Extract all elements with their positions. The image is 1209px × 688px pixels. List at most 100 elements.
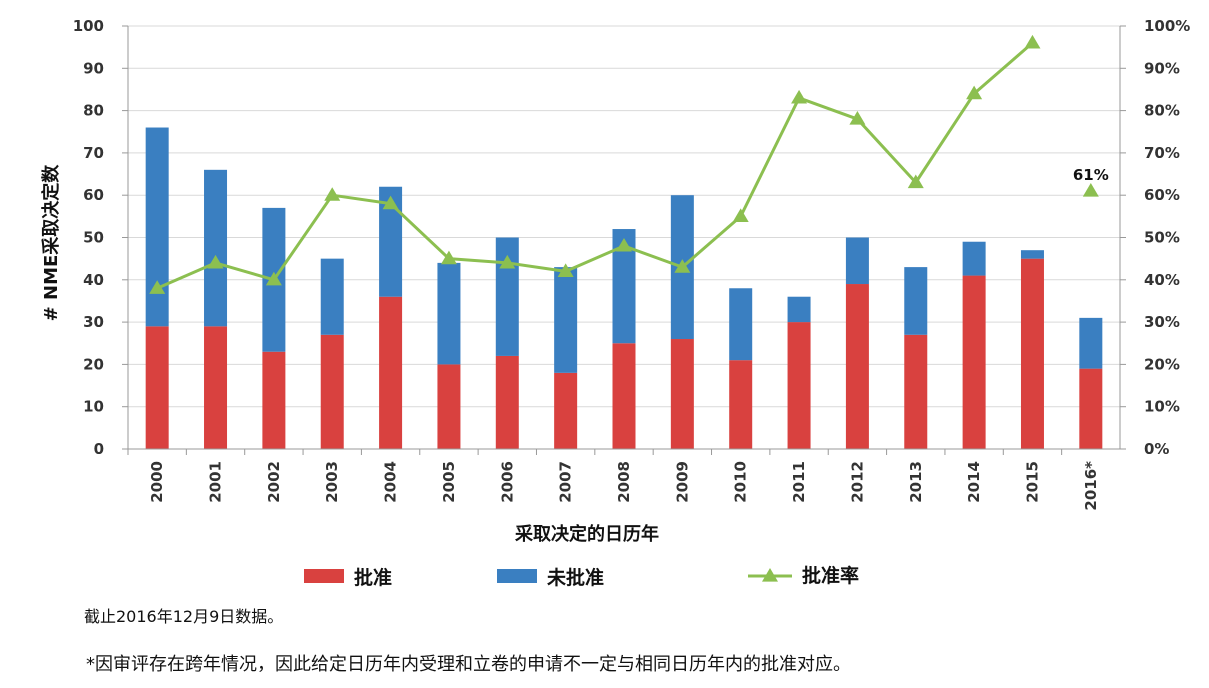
approval-rate-marker [149,280,166,294]
approval-rate-path [156,41,1034,290]
bar-approved [1079,368,1103,449]
bar-not-approved [437,262,461,365]
approval-rate-marker [1082,182,1099,197]
approval-rate-marker [207,254,224,269]
approval-rate-marker [499,254,516,269]
approval-rate-marker [791,89,808,104]
bars [145,127,1103,449]
approval-rate-line [149,34,1099,294]
x-axis-ticks: 2000 2001 2002 2003 2004 2005 2006 2007 2008 2009… [148,461,1100,511]
footnote: *因审评存在跨年情况，因此给定日历年内受理和立卷的申请不一定与相同日历年内的批准… [86,654,851,675]
y-tick-label: 60 [83,186,104,204]
bar-approved [437,364,461,449]
y2-tick-label: 90% [1144,59,1180,77]
legend-label-approved: 批准 [354,567,392,589]
data-label-2016: 61% [1073,166,1109,184]
legend: 批准 未批准 批准率 [304,564,859,589]
approval-rate-marker [1024,34,1041,49]
bar-not-approved [904,267,928,335]
y2-tick-label: 30% [1144,313,1180,331]
x-tick-label: 2004 [382,461,400,503]
approval-rate-marker [265,271,282,286]
y-tick-label: 90 [83,59,104,77]
y2-tick-label: 0% [1144,440,1169,458]
y-tick-label: 100 [73,17,104,35]
bar-not-approved [729,288,753,361]
x-tick-label: 2007 [557,461,575,503]
annotations: 61% [1073,166,1109,184]
data-cutoff-note: 截止2016年12月9日数据。 [84,607,284,626]
x-tick-label: 2011 [790,461,808,503]
y-axis-title: # NME采取决定数 [40,164,62,322]
legend-swatch-not-approved [497,569,537,583]
bar-not-approved [962,241,986,276]
x-tick-label: 2016* [1082,461,1100,511]
legend-label-not-approved: 未批准 [546,566,604,589]
left-axis-ticks: 0 10 20 30 40 50 60 70 80 90 100 [73,17,104,458]
legend-label-rate: 批准率 [802,564,859,587]
approval-rate-marker [616,237,632,252]
bar-approved [495,355,519,449]
approval-rate-marker [382,195,399,210]
chart: 0 10 20 30 40 50 60 70 80 90 100 0% 10% 20% 30% 40% 50%… [40,17,1190,589]
x-tick-label: 2010 [732,461,750,503]
y2-tick-label: 70% [1144,144,1180,162]
y2-tick-label: 40% [1144,271,1180,289]
bar-approved [1020,258,1044,449]
x-tick-label: 2006 [498,461,516,503]
bar-approved [204,326,228,449]
x-tick-label: 2008 [615,461,633,503]
y-tick-label: 20 [83,355,104,373]
y2-tick-label: 20% [1144,355,1180,373]
x-tick-label: 2001 [207,461,225,503]
y-tick-label: 80 [83,102,104,120]
y-tick-label: 10 [83,398,104,416]
bar-approved [262,351,286,449]
bar-approved [145,326,169,449]
x-tick-label: 2015 [1023,461,1041,503]
y2-tick-label: 100% [1144,17,1190,35]
bar-not-approved [320,258,344,335]
y2-tick-label: 60% [1144,186,1180,204]
y2-tick-label: 10% [1144,398,1180,416]
bar-approved [379,296,403,449]
approval-rate-marker [907,174,924,189]
bar-approved [670,339,694,449]
x-axis-title: 采取决定的日历年 [514,523,659,545]
y-tick-label: 30 [83,313,104,331]
bar-not-approved [379,186,403,297]
x-tick-label: 2000 [148,461,166,503]
bar-approved [904,334,928,449]
approval-rate-marker [324,187,341,201]
legend-marker-rate [762,568,778,582]
x-tick-label: 2012 [848,461,866,503]
bar-not-approved [554,267,578,373]
bar-approved [729,360,753,449]
x-tick-label: 2014 [965,461,983,503]
bar-not-approved [145,127,169,327]
approval-rate-marker [732,208,749,222]
approval-rate-marker [440,250,457,265]
legend-swatch-approved [304,569,344,583]
right-axis-ticks: 0% 10% 20% 30% 40% 50% 60% 70% 80% 90% 100% [1144,17,1190,458]
bar-approved [554,372,578,449]
y2-tick-label: 80% [1144,102,1180,120]
bar-not-approved [845,237,869,285]
y-tick-label: 70 [83,144,104,162]
y-tick-label: 0 [94,440,104,458]
bar-not-approved [612,229,636,344]
bar-approved [962,275,986,449]
bar-approved [320,334,344,449]
x-tick-label: 2003 [323,461,341,503]
x-tick-label: 2009 [673,461,691,503]
approval-rate-marker [557,263,574,277]
bar-not-approved [787,296,811,323]
approval-rate-marker [966,85,983,100]
y-tick-label: 40 [83,271,104,289]
bar-approved [612,343,636,449]
bar-not-approved [1079,317,1103,369]
y-tick-label: 50 [83,229,104,247]
x-tick-label: 2005 [440,461,458,503]
bar-approved [845,284,869,449]
y2-tick-label: 50% [1144,229,1180,247]
